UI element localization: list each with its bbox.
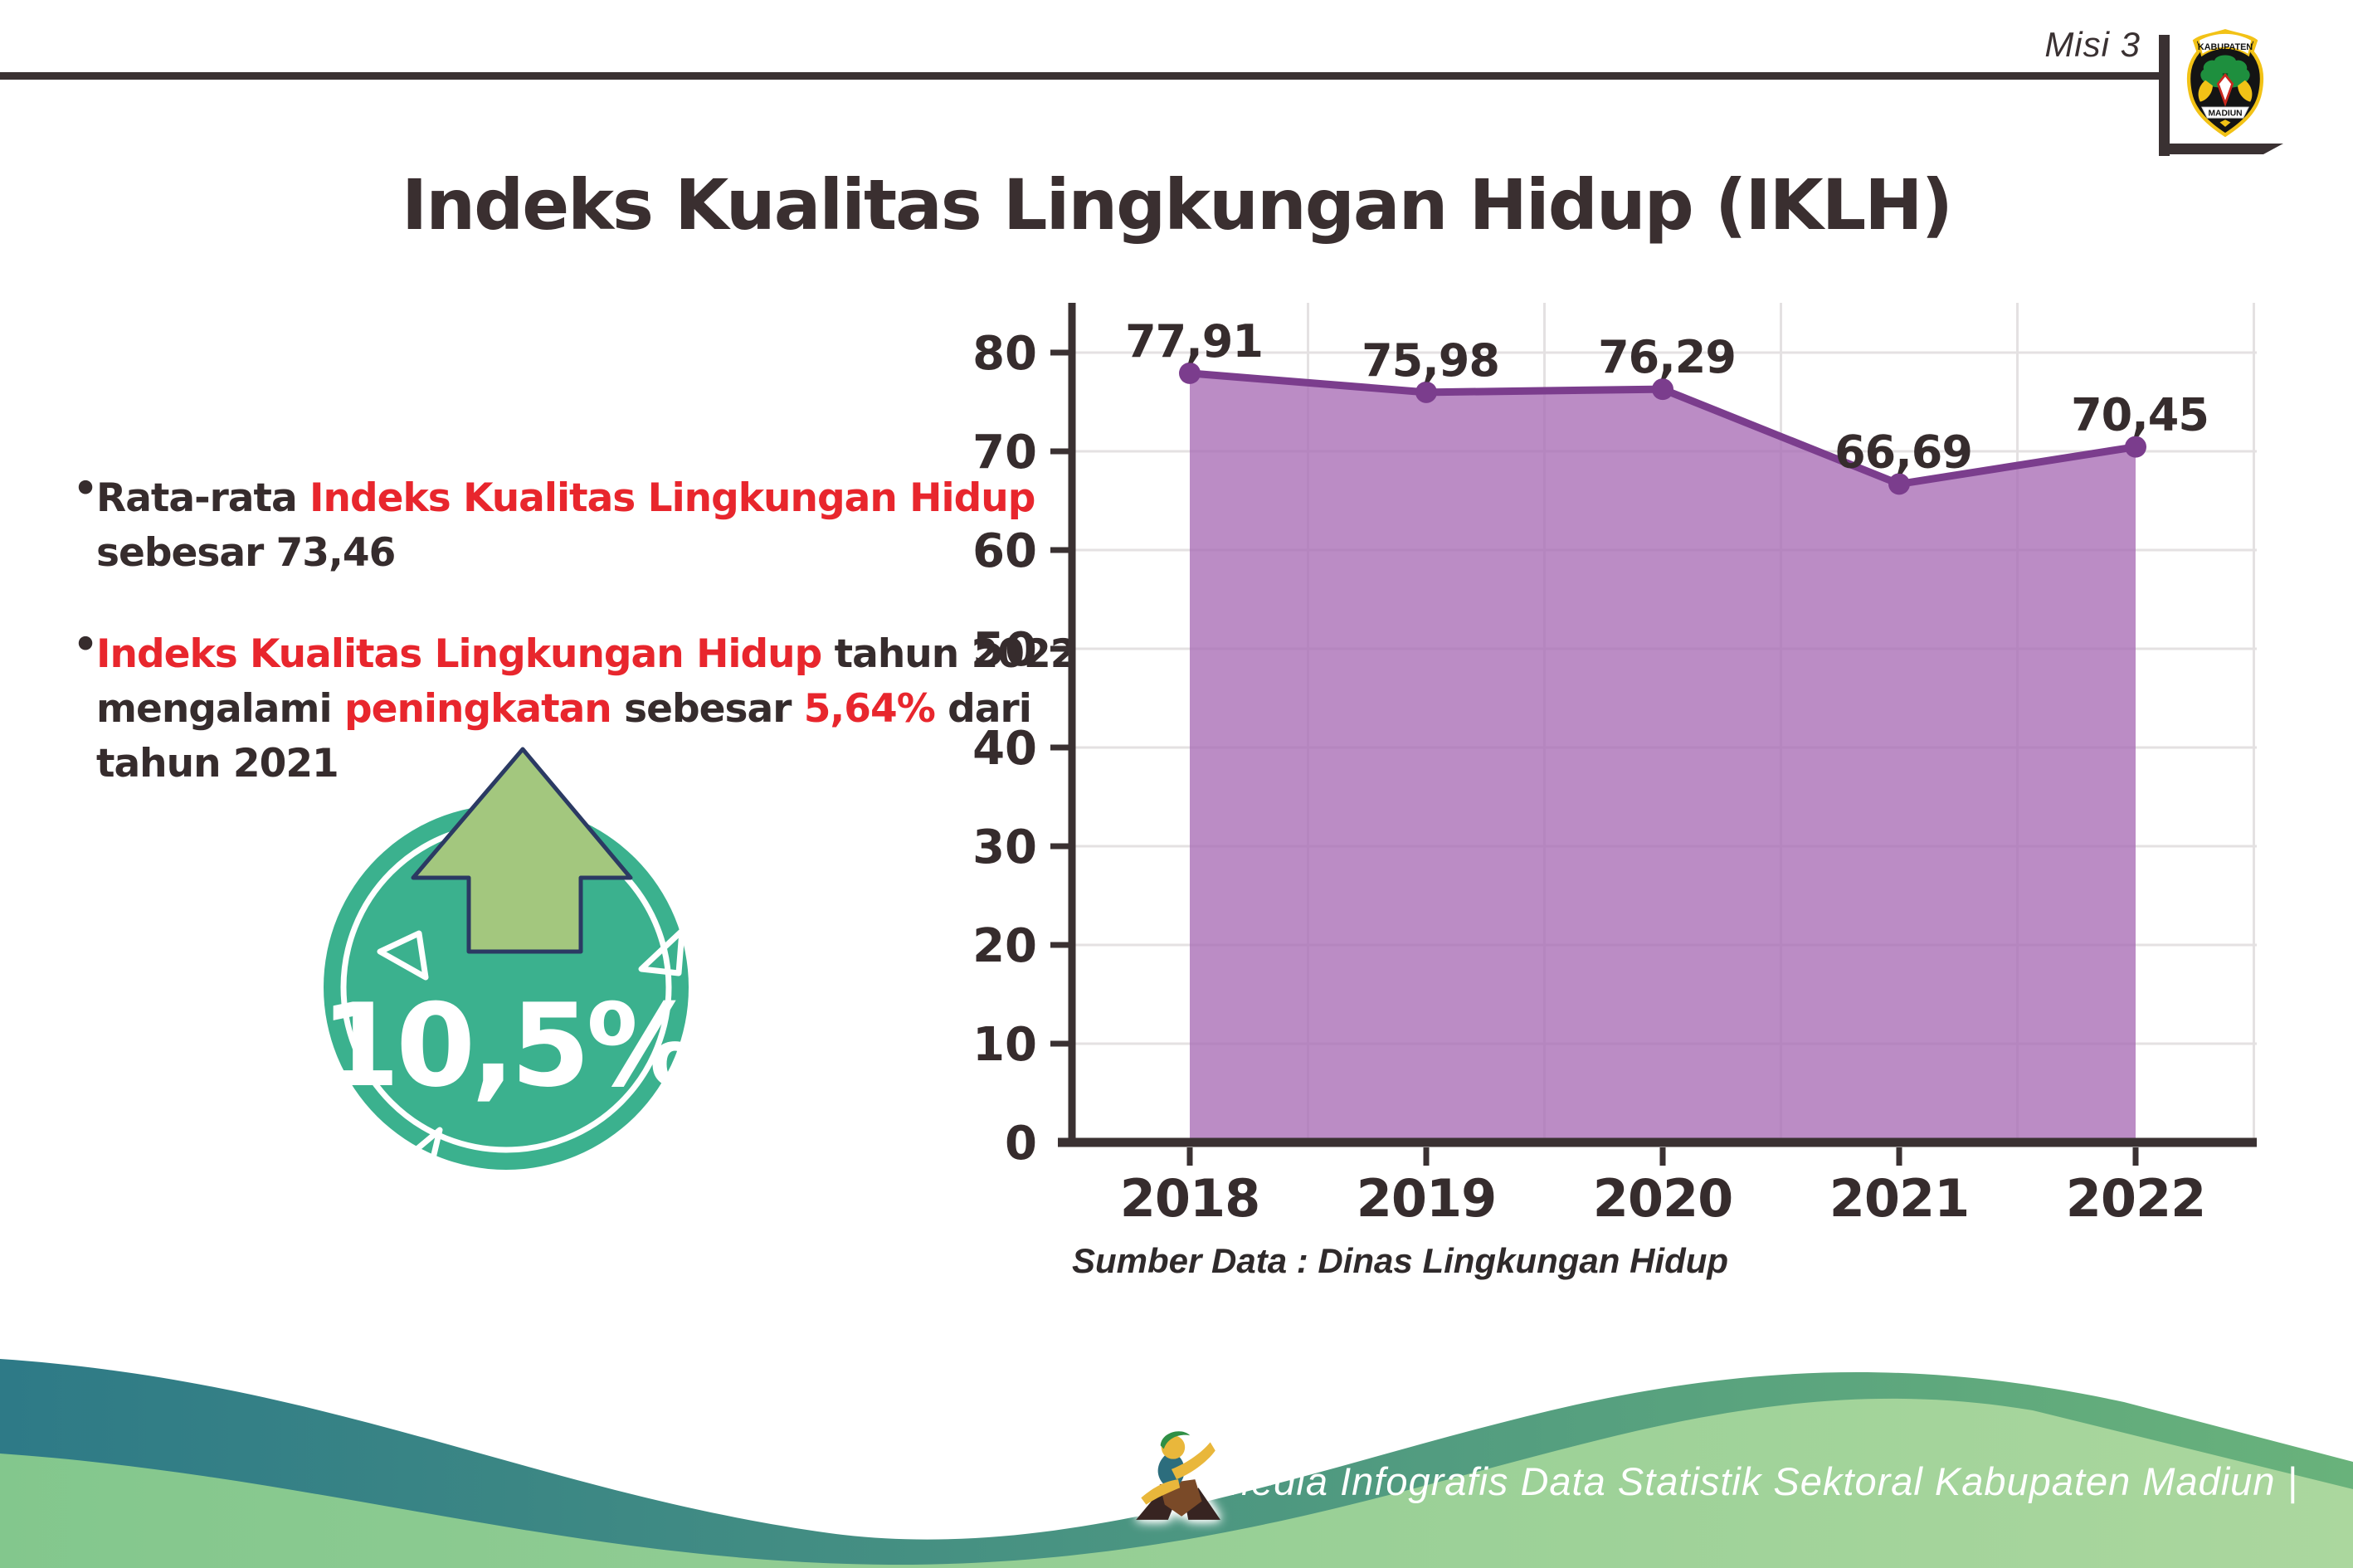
- badge-accent-triangle-sw: [401, 1127, 443, 1176]
- insight-text: dari: [934, 686, 1032, 732]
- insight-text: sebesar: [611, 686, 804, 732]
- x-axis-label: 2022: [2066, 1168, 2206, 1229]
- data-label: 70,45: [2071, 389, 2209, 441]
- y-axis-label: 0: [1005, 1117, 1037, 1171]
- footer-wave-green: [0, 1398, 2353, 1568]
- logo-kris-emblem: [2216, 73, 2234, 107]
- y-axis-label: 30: [972, 821, 1037, 874]
- insight-text-highlight: Indeks Kualitas Lingkungan Hidup: [309, 475, 1035, 521]
- y-axis-label: 70: [972, 426, 1037, 480]
- y-axis-label: 80: [972, 327, 1037, 381]
- insight-line: Indeks Kualitas Lingkungan Hidup tahun 2…: [96, 627, 1077, 682]
- insight-item-increase: • Indeks Kualitas Lingkungan Hidup tahun…: [73, 622, 1077, 791]
- y-axis-label: 50: [972, 623, 1037, 677]
- insight-line: Rata-rata Indeks Kualitas Lingkungan Hid…: [96, 471, 1035, 526]
- y-axis-label: 60: [972, 524, 1037, 578]
- data-point: [1652, 378, 1673, 401]
- bullet-icon: •: [73, 622, 98, 668]
- kabupaten-madiun-logo: KABUPATEN MADIUN: [2186, 29, 2264, 138]
- x-axis-label: 2020: [1593, 1168, 1733, 1229]
- footer-caption: Media Infografis Data Statistik Sektoral…: [1218, 1459, 2298, 1503]
- logo-right-wing: [2238, 80, 2253, 102]
- data-label: 75,98: [1362, 334, 1499, 387]
- badge-accent-triangle-se: [627, 1118, 677, 1151]
- source-note: Sumber Data : Dinas Lingkungan Hidup: [1072, 1241, 1729, 1280]
- data-point: [1179, 362, 1201, 384]
- insight-text: tahun 2022: [821, 631, 1078, 677]
- up-arrow-icon: [411, 747, 633, 954]
- logo-bracket-horizontal: [2159, 144, 2283, 154]
- insight-list: • Rata-rata Indeks Kualitas Lingkungan H…: [73, 466, 1077, 838]
- badge-value: 10,5%: [320, 979, 697, 1113]
- insight-line: tahun 2021: [96, 737, 1035, 791]
- data-label: 76,29: [1598, 331, 1736, 383]
- badge-accent-triangle-ne: [638, 928, 685, 976]
- y-axis-label: 40: [972, 722, 1037, 776]
- bullet-icon: •: [73, 466, 98, 512]
- mascot-right-arm: [1171, 1442, 1215, 1480]
- insight-text-highlight: 5,64%: [803, 686, 936, 732]
- increase-badge: 10,5%: [320, 747, 702, 1176]
- x-axis-label: 2019: [1357, 1168, 1497, 1229]
- logo-top-banner: [2197, 32, 2253, 57]
- misi-label: Misi 3: [2044, 25, 2141, 64]
- logo-left-wing: [2198, 80, 2213, 102]
- data-label: 66,69: [1834, 426, 1972, 478]
- area-fill: [1190, 373, 2136, 1143]
- insight-item-average: • Rata-rata Indeks Kualitas Lingkungan H…: [73, 466, 1035, 581]
- header-rule: [0, 72, 2161, 80]
- insight-text: sebesar 73,46: [96, 530, 396, 576]
- insight-line: sebesar 73,46: [96, 526, 1035, 581]
- y-axis-label: 10: [972, 1018, 1037, 1072]
- badge-circle: [324, 805, 689, 1170]
- statistics-mascot-icon: [1136, 1431, 1220, 1520]
- x-axis-label: 2021: [1829, 1168, 1970, 1229]
- insight-text-highlight: peningkatan: [343, 686, 612, 732]
- data-point: [1415, 381, 1437, 403]
- insight-text: Rata-rata: [96, 475, 310, 521]
- logo-ribbon: [2201, 106, 2249, 119]
- logo-bracket-vertical: [2159, 35, 2170, 156]
- mascot-cap: [1160, 1431, 1191, 1449]
- mascot-left-arm: [1141, 1479, 1181, 1505]
- x-axis-label: 2018: [1120, 1168, 1260, 1229]
- footer-wave: [0, 1359, 2353, 1568]
- data-point: [1888, 473, 1910, 495]
- page-title: Indeks Kualitas Lingkungan Hidup (IKLH): [402, 164, 1953, 246]
- data-point: [2125, 436, 2146, 458]
- logo-top-text: KABUPATEN: [2198, 42, 2253, 52]
- y-axis-label: 20: [972, 919, 1037, 973]
- logo-bottom-text: MADIUN: [2209, 109, 2243, 118]
- logo-tree-canopy: [2200, 55, 2250, 88]
- insight-text: mengalami: [96, 686, 344, 732]
- insight-text-highlight: Indeks Kualitas Lingkungan Hidup: [96, 631, 822, 677]
- logo-bottom-ornament: [2219, 119, 2231, 127]
- insight-text: tahun 2021: [96, 741, 339, 786]
- insight-line: mengalami peningkatan sebesar 5,64% dari: [96, 682, 1035, 737]
- badge-accent-triangle-nw: [377, 930, 429, 981]
- data-label: 77,91: [1125, 315, 1263, 368]
